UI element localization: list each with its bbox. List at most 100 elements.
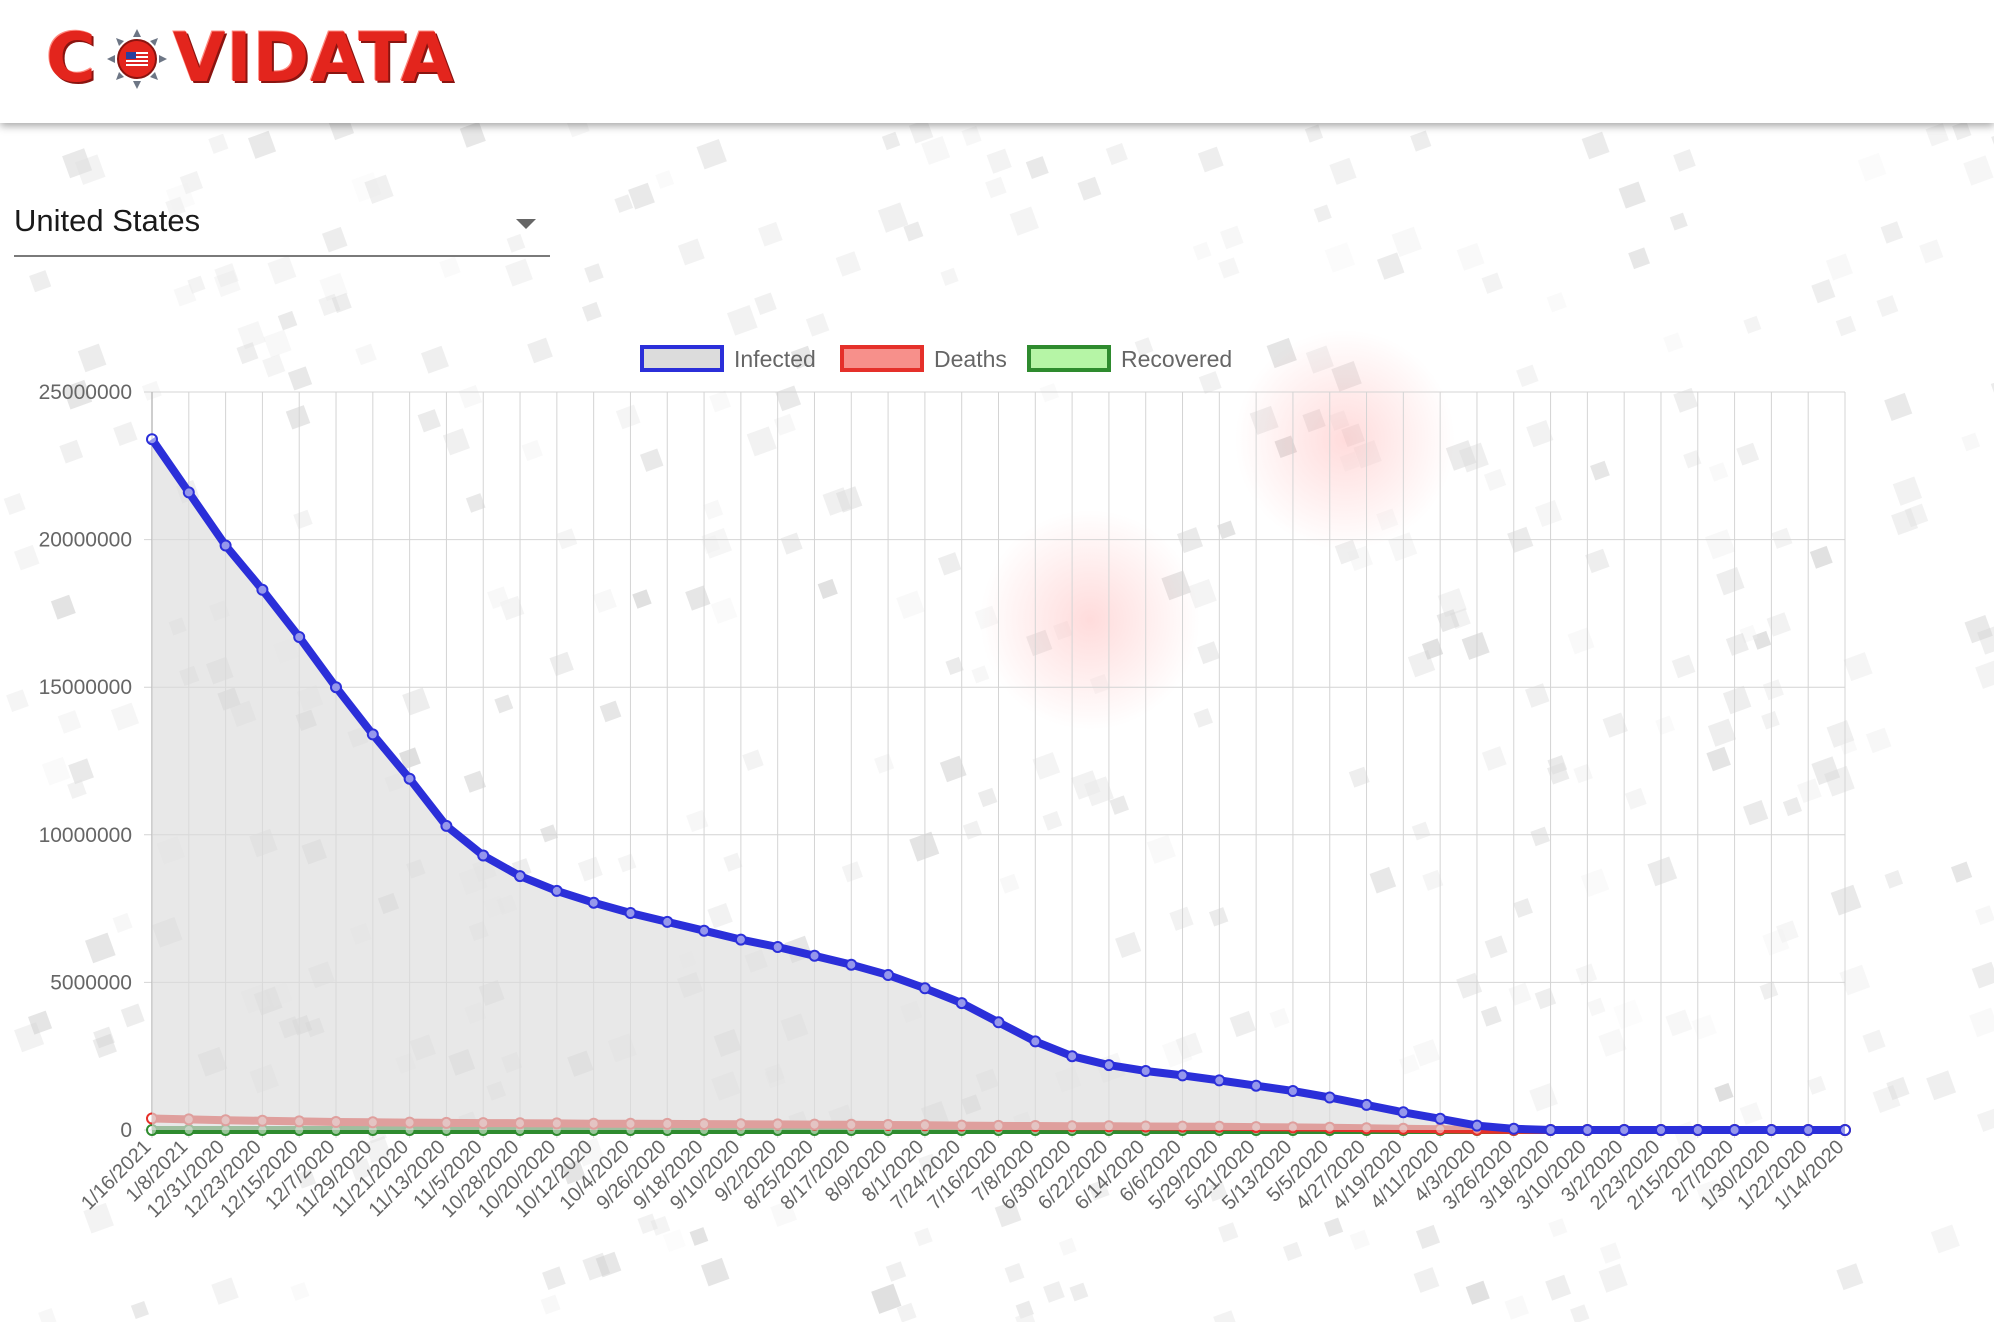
point-infected[interactable] — [1360, 1098, 1373, 1111]
point-infected[interactable] — [1544, 1124, 1557, 1136]
point-infected[interactable] — [330, 681, 342, 694]
background-square — [1977, 1108, 1994, 1132]
legend-item-deaths[interactable]: Deaths — [840, 345, 1007, 372]
point-infected[interactable] — [182, 486, 195, 499]
point-infected[interactable] — [1250, 1079, 1263, 1092]
point-infected[interactable] — [661, 915, 674, 928]
background-square — [939, 755, 967, 783]
point-infected[interactable] — [293, 631, 306, 643]
background-square — [1229, 1010, 1256, 1038]
background-square — [710, 597, 738, 624]
background-square — [1708, 462, 1729, 482]
point-infected[interactable] — [1765, 1124, 1778, 1136]
background-square — [262, 354, 286, 378]
point-infected[interactable] — [514, 870, 526, 883]
background-square — [1904, 503, 1929, 528]
background-square — [1825, 253, 1853, 281]
point-infected[interactable] — [219, 539, 232, 552]
point-infected[interactable] — [440, 819, 453, 832]
country-select[interactable]: United States — [14, 193, 550, 257]
point-infected[interactable] — [918, 982, 931, 995]
background-square — [599, 700, 622, 723]
background-square — [1950, 861, 1973, 883]
covid-line-chart: 25000000 20000000 15000000 10000000 5000000 0… — [39, 345, 1851, 1222]
y-tick-label: 5000000 — [50, 971, 132, 994]
point-infected[interactable] — [1728, 1124, 1741, 1136]
point-infected[interactable] — [1323, 1091, 1336, 1104]
point-infected[interactable] — [1434, 1112, 1447, 1125]
background-square — [92, 1033, 117, 1058]
point-infected[interactable] — [771, 941, 784, 953]
background-square — [540, 1294, 561, 1315]
background-square — [1329, 157, 1357, 185]
background-square — [1876, 295, 1899, 317]
background-square — [909, 119, 934, 144]
point-infected[interactable] — [1691, 1124, 1704, 1136]
point-infected[interactable] — [808, 949, 821, 962]
background-square — [874, 753, 895, 774]
point-infected[interactable] — [955, 997, 968, 1010]
point-infected[interactable] — [845, 958, 858, 971]
point-infected[interactable] — [587, 896, 600, 909]
point-infected[interactable] — [1286, 1085, 1299, 1097]
background-square — [1218, 257, 1240, 279]
point-infected[interactable] — [550, 884, 563, 897]
point-infected[interactable] — [403, 772, 416, 785]
background-square — [322, 226, 348, 253]
background-square — [214, 263, 239, 288]
point-infected[interactable] — [1176, 1069, 1189, 1082]
background-square — [1084, 776, 1114, 807]
background-square — [1437, 588, 1467, 618]
background-square — [1581, 131, 1610, 160]
background-square — [130, 1300, 149, 1320]
point-infected[interactable] — [1471, 1119, 1483, 1132]
point-infected[interactable] — [1213, 1074, 1226, 1087]
background-square — [650, 1216, 671, 1236]
point-infected[interactable] — [1618, 1124, 1631, 1136]
background-square — [703, 499, 724, 520]
background-square — [62, 379, 93, 410]
point-infected[interactable] — [477, 849, 490, 862]
legend-item-recovered[interactable]: Recovered — [1027, 345, 1232, 372]
background-square — [617, 853, 637, 873]
background-square — [1324, 1217, 1344, 1237]
point-infected[interactable] — [1655, 1124, 1667, 1136]
point-infected[interactable] — [146, 433, 158, 446]
background-square — [236, 342, 259, 365]
point-infected[interactable] — [1802, 1124, 1815, 1136]
point-infected[interactable] — [1581, 1124, 1594, 1136]
point-infected[interactable] — [366, 728, 379, 741]
point-infected[interactable] — [1102, 1059, 1115, 1072]
background-square — [1613, 999, 1643, 1030]
background-square — [1761, 710, 1780, 730]
caret-down-icon[interactable] — [516, 219, 536, 229]
point-infected[interactable] — [882, 969, 895, 981]
background-square — [1220, 225, 1244, 250]
point-infected[interactable] — [1839, 1124, 1851, 1136]
point-infected[interactable] — [734, 933, 747, 946]
legend: Infected Deaths Recovered — [640, 345, 1232, 372]
background-square — [637, 1213, 658, 1234]
point-infected[interactable] — [698, 924, 711, 937]
legend-item-infected[interactable]: Infected — [640, 345, 816, 372]
background-square — [1964, 614, 1993, 644]
background-square — [1283, 1241, 1303, 1262]
covidata-logo[interactable]: C VIDATA — [46, 22, 454, 96]
background-square — [1599, 1242, 1622, 1264]
point-infected[interactable] — [1397, 1106, 1410, 1119]
point-infected[interactable] — [1029, 1035, 1042, 1048]
point-infected[interactable] — [992, 1016, 1005, 1029]
background-square — [1705, 529, 1736, 560]
background-square — [1598, 1028, 1627, 1057]
point-infected[interactable] — [624, 907, 637, 919]
background-square — [1043, 1281, 1065, 1303]
legend-label: Deaths — [934, 346, 1007, 372]
point-infected[interactable] — [1066, 1050, 1079, 1063]
point-infected[interactable] — [1139, 1065, 1152, 1077]
background-square — [84, 932, 116, 964]
background-square — [1771, 527, 1793, 549]
background-square — [835, 486, 863, 513]
point-infected[interactable] — [256, 583, 269, 596]
background-square — [1192, 241, 1212, 261]
point-infected[interactable] — [1507, 1122, 1520, 1135]
